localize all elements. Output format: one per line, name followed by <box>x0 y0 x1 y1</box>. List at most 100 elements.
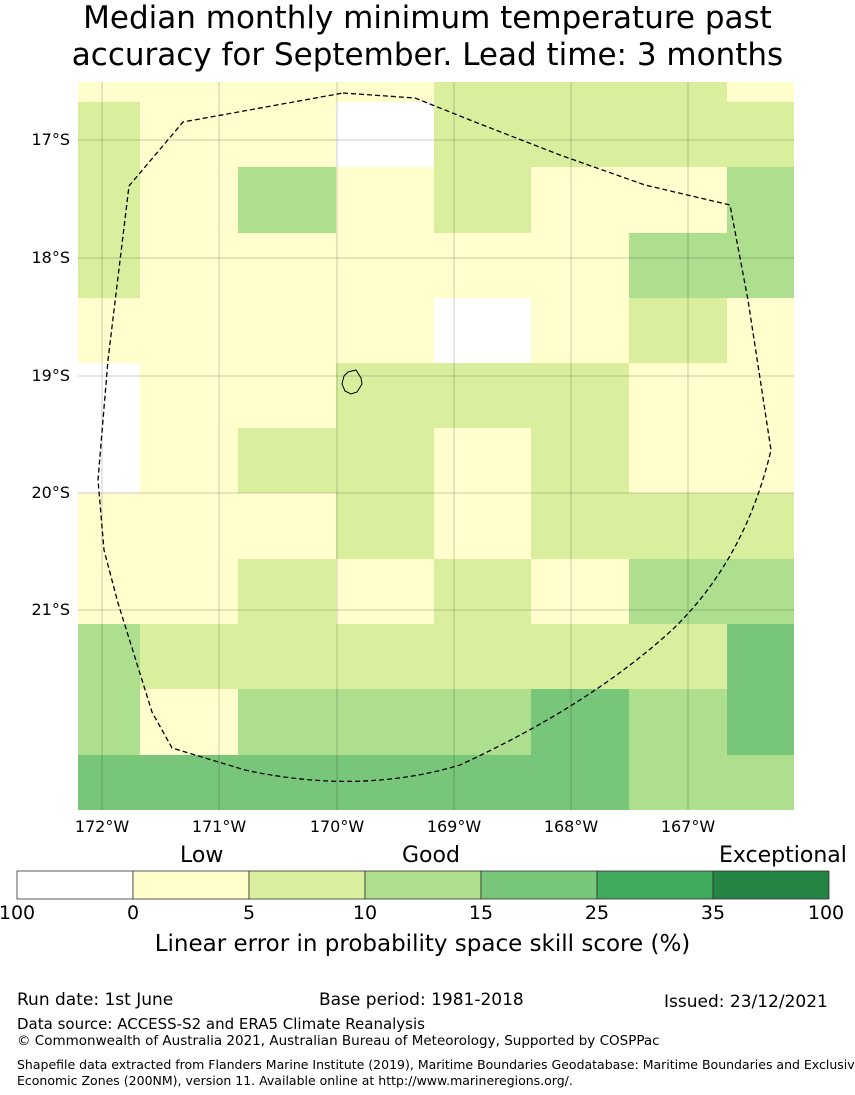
skill-cell <box>140 363 238 428</box>
skill-cell <box>434 233 531 298</box>
skill-cell <box>434 755 531 810</box>
colorbar-swatch <box>248 870 366 900</box>
skill-cell <box>238 167 336 233</box>
run-date: Run date: 1st June <box>17 990 174 1010</box>
skill-cell <box>336 233 434 298</box>
skill-cell <box>727 493 794 559</box>
skill-cell <box>629 298 727 363</box>
skill-cell <box>434 493 531 559</box>
colorbar-tick: 15 <box>468 902 494 924</box>
colorbar-title: Linear error in probability space skill … <box>154 931 691 957</box>
skill-cell <box>140 755 238 810</box>
title-line-1: Median monthly minimum temperature past <box>83 0 772 36</box>
skill-cell <box>629 624 727 689</box>
skill-cell <box>78 102 140 167</box>
skill-cell <box>336 624 434 689</box>
lat-label: 20°S <box>31 483 70 502</box>
skill-cell <box>140 428 238 493</box>
skill-cell <box>629 102 727 167</box>
skill-cell <box>531 298 629 363</box>
island-outline <box>341 369 363 395</box>
skill-cell <box>434 363 531 428</box>
skill-cell <box>434 298 531 363</box>
skill-cell <box>140 102 238 167</box>
skill-cell <box>238 689 336 755</box>
skill-cell <box>336 82 434 102</box>
skill-cell <box>531 493 629 559</box>
skill-cell <box>238 233 336 298</box>
lat-label: 21°S <box>31 600 70 619</box>
colorbar-tick: 10 <box>352 902 378 924</box>
skill-cell <box>336 428 434 493</box>
colorbar-tick: 25 <box>584 902 610 924</box>
title-line-2: accuracy for September. Lead time: 3 mon… <box>71 37 784 73</box>
skill-cell <box>336 755 434 810</box>
skill-cell <box>140 689 238 755</box>
skill-cell <box>78 559 140 624</box>
shapefile-credit-1: Shapefile data extracted from Flanders M… <box>17 1057 855 1072</box>
skill-cell <box>238 82 336 102</box>
skill-cell <box>629 82 727 102</box>
skill-cell <box>531 559 629 624</box>
skill-cell <box>78 493 140 559</box>
skill-cell <box>531 233 629 298</box>
skill-cell <box>434 167 531 233</box>
lon-label: 169°W <box>427 817 482 836</box>
skill-cell <box>78 167 140 233</box>
skill-cell <box>531 428 629 493</box>
colorbar-category-low: Low <box>180 843 224 868</box>
skill-cell <box>336 493 434 559</box>
skill-cell <box>336 559 434 624</box>
skill-cell <box>78 755 140 810</box>
skill-cell <box>78 233 140 298</box>
skill-cell <box>238 363 336 428</box>
longitude-labels: 172°W 171°W 170°W 169°W 168°W 167°W <box>75 817 716 836</box>
skill-cell <box>629 755 727 810</box>
lon-label: 167°W <box>661 817 716 836</box>
skill-cell <box>336 167 434 233</box>
skill-cell <box>531 363 629 428</box>
lat-label: 18°S <box>31 248 70 267</box>
lon-label: 172°W <box>75 817 130 836</box>
skill-cell <box>238 493 336 559</box>
skill-cell <box>238 428 336 493</box>
skill-cell <box>727 559 794 624</box>
skill-cell <box>629 167 727 233</box>
skill-cell <box>336 689 434 755</box>
data-source: Data source: ACCESS-S2 and ERA5 Climate … <box>17 1015 425 1033</box>
shapefile-credit-2: Economic Zones (200NM), version 11. Avai… <box>17 1073 573 1088</box>
colorbar-swatch <box>16 870 134 900</box>
lon-label: 171°W <box>192 817 247 836</box>
skill-cell <box>531 689 629 755</box>
skill-cell <box>531 755 629 810</box>
skill-cell <box>727 689 794 755</box>
skill-cell <box>531 167 629 233</box>
colorbar-category-exceptional: Exceptional <box>719 843 847 868</box>
skill-cell <box>336 363 434 428</box>
skill-cell <box>434 428 531 493</box>
latitude-labels: 17°S 18°S 19°S 20°S 21°S <box>31 130 70 619</box>
colorbar-swatch <box>364 870 482 900</box>
skill-cell <box>140 233 238 298</box>
skill-cell <box>727 102 794 167</box>
skill-cell <box>531 102 629 167</box>
skill-cell <box>727 167 794 233</box>
skill-cell <box>727 298 794 363</box>
skill-cell <box>629 689 727 755</box>
chart-title: Median monthly minimum temperature past … <box>0 0 855 74</box>
skill-cell <box>434 102 531 167</box>
skill-cell <box>78 82 140 102</box>
skill-cell <box>727 624 794 689</box>
colorbar-tick: 100 <box>807 902 845 924</box>
skill-cell <box>140 624 238 689</box>
skill-cell <box>629 493 727 559</box>
skill-cell <box>238 559 336 624</box>
copyright: © Commonwealth of Australia 2021, Austra… <box>17 1033 660 1049</box>
colorbar-tick: 100 <box>0 902 36 924</box>
skill-cell <box>78 624 140 689</box>
skill-cell <box>629 363 727 428</box>
skill-cell <box>531 82 629 102</box>
lon-label: 168°W <box>544 817 599 836</box>
skill-cell <box>434 624 531 689</box>
gridlines <box>78 82 794 810</box>
